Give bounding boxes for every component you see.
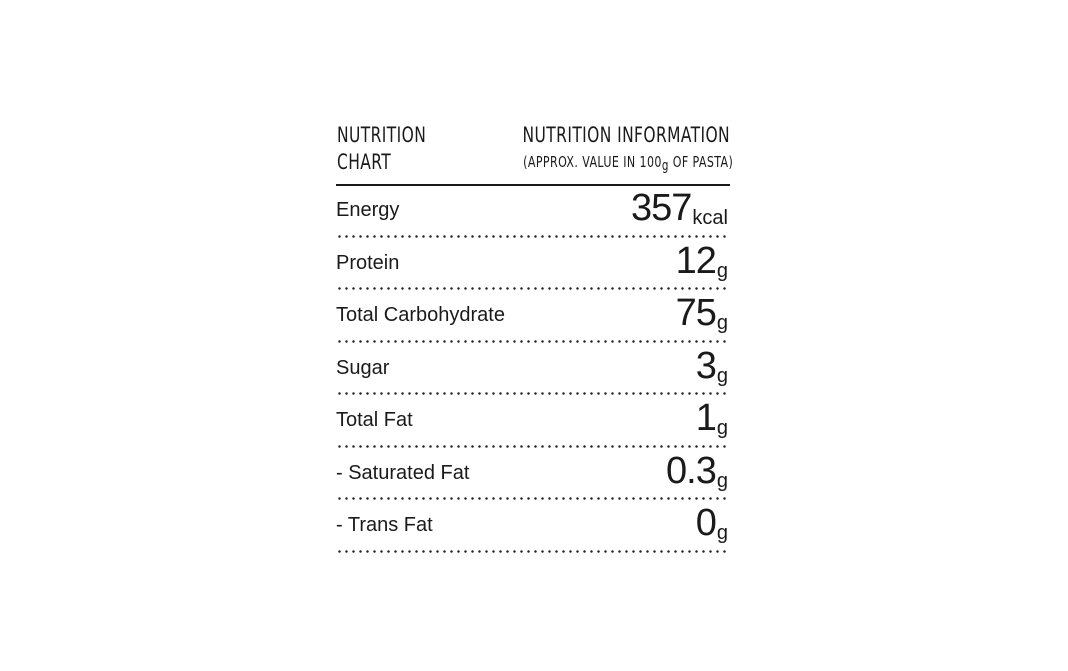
nutrient-label: Total Fat (336, 409, 413, 431)
nutrient-row-energy: Energy 357kcal (336, 186, 730, 239)
nutrient-label: Total Carbohydrate (336, 304, 505, 326)
info-subtitle: (APPROX. VALUE IN 100g OF PASTA) (522, 152, 733, 174)
nutrient-unit: g (716, 522, 728, 544)
nutrient-label: Protein (336, 251, 400, 274)
nutrient-row-total-fat: Total Fat 1g (336, 396, 730, 449)
nutrient-unit: g (716, 312, 728, 334)
info-title: NUTRITION INFORMATION (522, 123, 730, 147)
nutrient-amount: 357kcal (631, 188, 728, 236)
nutrient-value: 0.3 (666, 449, 717, 492)
nutrient-amount: 1g (696, 398, 728, 446)
nutrient-unit: kcal (692, 207, 728, 229)
nutrient-row-carbohydrate: Total Carbohydrate 75g (336, 291, 730, 344)
nutrition-panel: NUTRITION CHART NUTRITION INFORMATION (A… (336, 118, 733, 554)
nutrient-amount: 75g (676, 293, 728, 341)
nutrient-label: Energy (336, 199, 400, 221)
nutrient-amount: 0g (696, 503, 728, 551)
nutrient-row-saturated-fat: - Saturated Fat 0.3g (336, 449, 730, 502)
nutrient-unit: g (716, 417, 728, 439)
nutrient-label: Sugar (336, 356, 390, 379)
nutrient-row-sugar: Sugar 3g (336, 344, 730, 397)
nutrient-unit: g (716, 259, 728, 282)
nutrient-amount: 3g (696, 346, 728, 394)
nutrient-value: 0 (695, 502, 717, 544)
nutrient-value: 75 (675, 292, 717, 334)
nutrient-unit: g (716, 364, 728, 387)
nutrient-amount: 0.3g (666, 451, 728, 499)
nutrient-value: 357 (631, 187, 692, 229)
chart-title: NUTRITION CHART (337, 122, 426, 176)
chart-title-line2: CHART (337, 150, 392, 174)
nutrient-amount: 12g (676, 241, 728, 289)
panel-header: NUTRITION CHART NUTRITION INFORMATION (A… (336, 118, 733, 186)
nutrient-row-protein: Protein 12g (336, 239, 730, 292)
chart-title-line1: NUTRITION (337, 123, 427, 147)
nutrient-label: - Saturated Fat (336, 461, 470, 484)
info-sub-unit: g (661, 158, 669, 174)
nutrient-value: 3 (695, 344, 717, 387)
info-sub-post: OF PASTA) (668, 153, 733, 171)
nutrient-value: 1 (695, 397, 717, 439)
nutrient-value: 12 (675, 239, 717, 282)
info-sub-pre: (APPROX. VALUE IN 100 (522, 153, 662, 171)
nutrient-row-trans-fat: - Trans Fat 0g (336, 501, 730, 554)
nutrient-unit: g (716, 469, 728, 492)
nutrient-label: - Trans Fat (336, 514, 433, 536)
